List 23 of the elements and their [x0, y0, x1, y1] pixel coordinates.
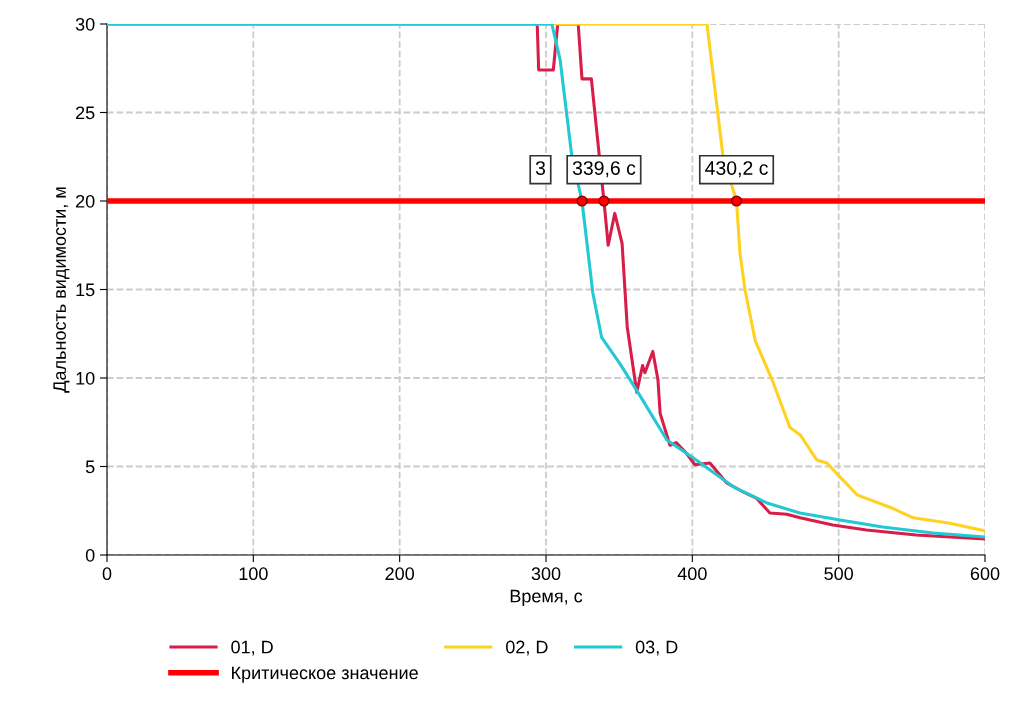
x-tick-label: 200 — [385, 567, 415, 581]
x-tick-label: 600 — [970, 567, 1000, 581]
legend-label: 02, D — [506, 640, 548, 656]
x-tick-label: 500 — [824, 567, 854, 581]
legend-label: 03, D — [635, 640, 678, 656]
x-tick-label: 100 — [239, 567, 268, 581]
y-tick-label: 0 — [85, 548, 95, 562]
x-tick-label: 400 — [677, 567, 707, 581]
y-tick-label: 30 — [75, 17, 95, 31]
legend-label: Критическое значение — [232, 666, 418, 683]
y-axis-title: Дальность видимости, м — [53, 187, 70, 393]
legend-label: 01, D — [231, 640, 273, 656]
annotation: 430,2 с — [705, 161, 768, 178]
y-tick-label: 25 — [76, 106, 95, 120]
x-tick-label: 300 — [531, 567, 561, 581]
y-tick-label: 15 — [76, 283, 95, 297]
x-axis-title: Время, с — [510, 589, 583, 607]
y-tick-label: 10 — [76, 371, 95, 385]
y-tick-label: 5 — [85, 460, 95, 474]
annotation: 339,6 с — [572, 161, 636, 178]
annotation: 3 — [535, 161, 546, 175]
x-tick-label: 0 — [102, 567, 112, 581]
y-tick-label: 20 — [76, 194, 95, 208]
